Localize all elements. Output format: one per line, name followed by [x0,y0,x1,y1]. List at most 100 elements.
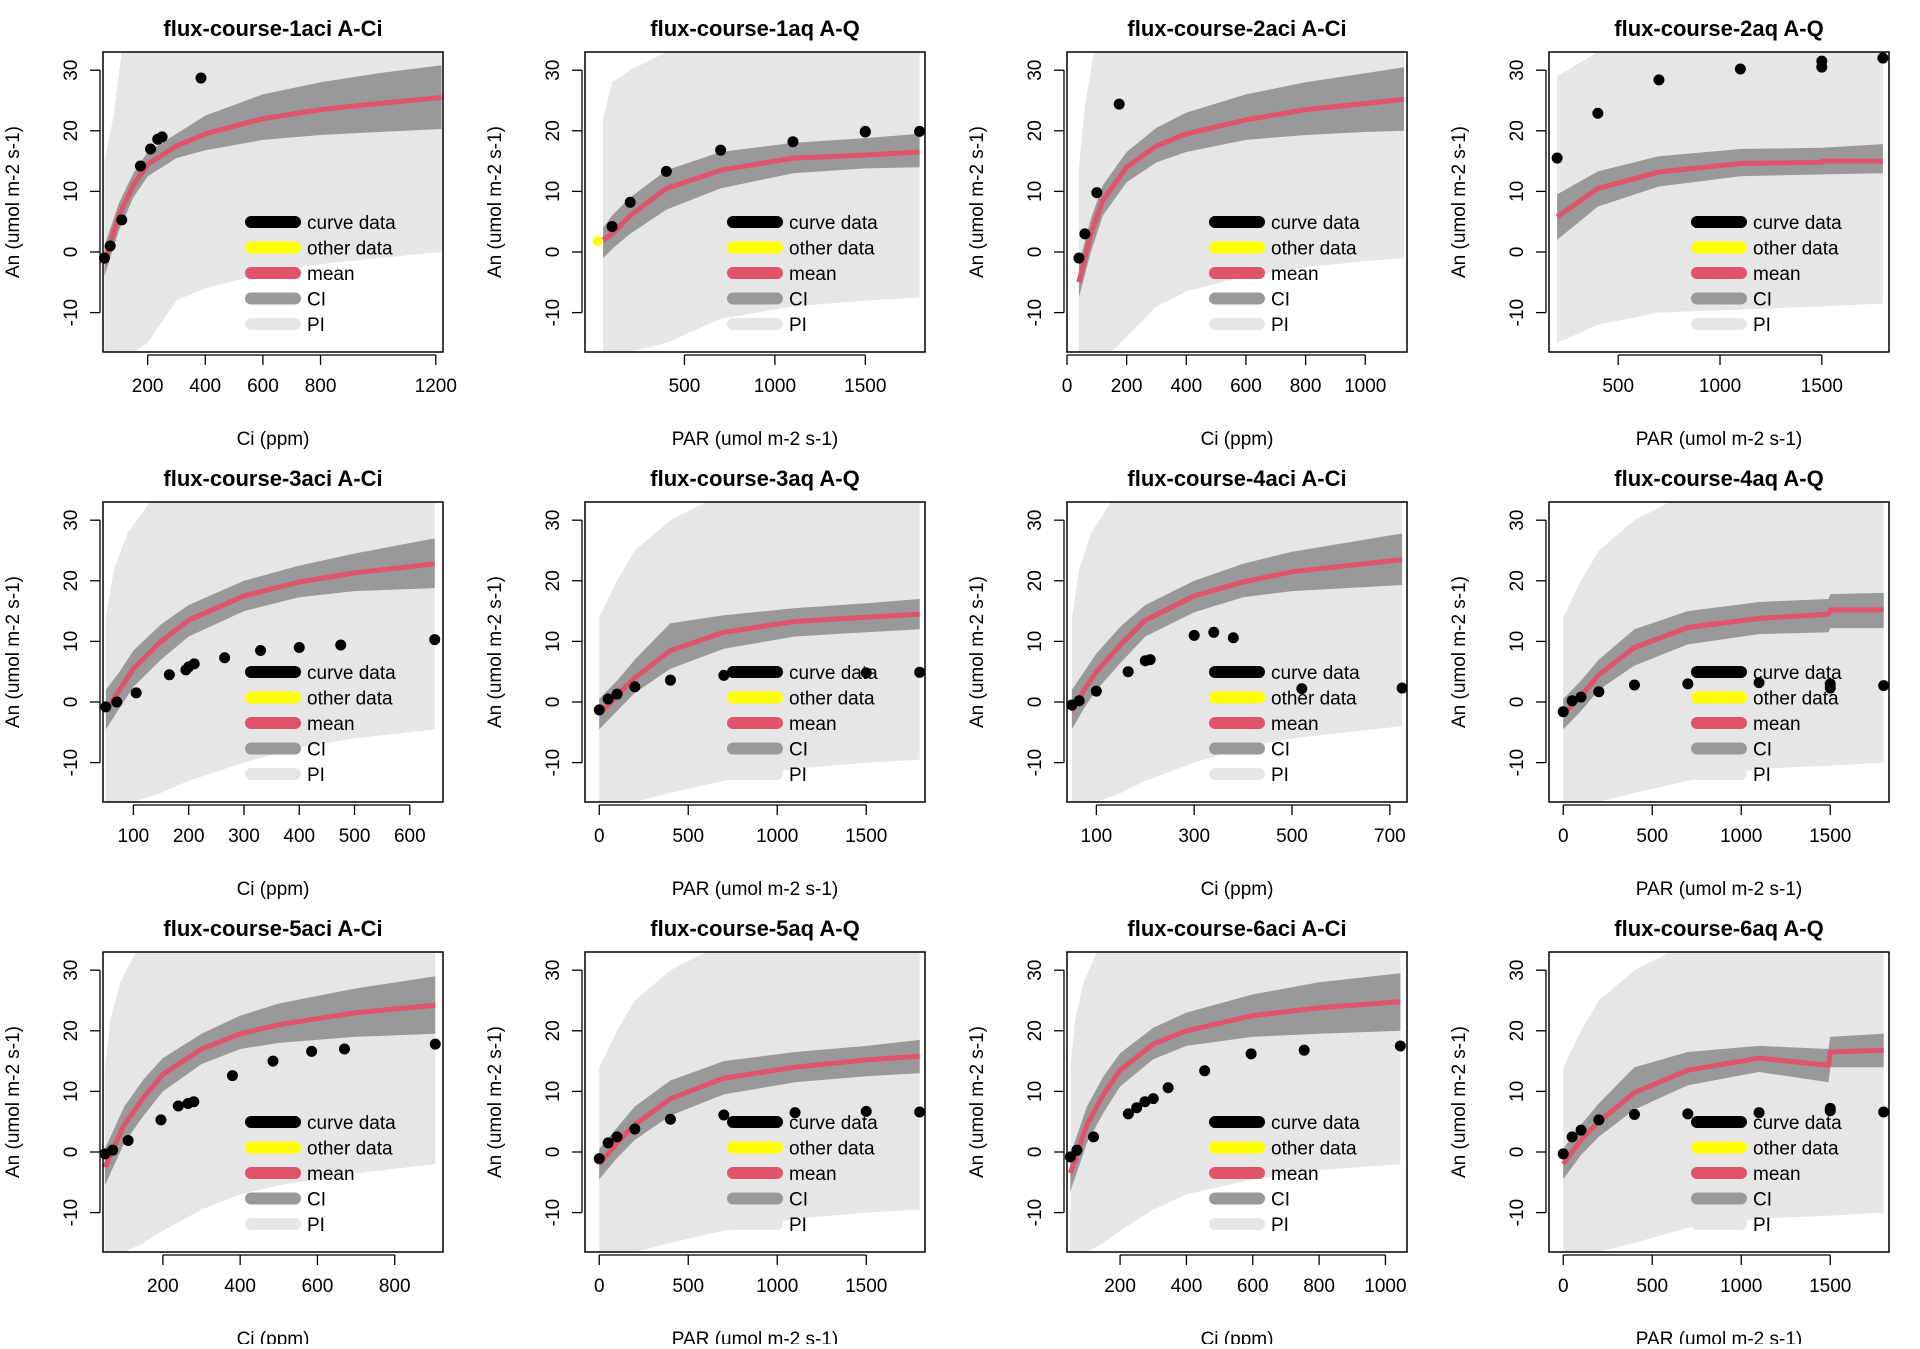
plot-area [597,952,920,1252]
curve-data-point [629,681,641,693]
curve-data-point [1753,677,1765,689]
y-axis: -10 0 10 20 30 [1507,960,1547,1226]
x-axis-label: Ci (ppm) [1201,879,1274,900]
y-tick-label: 10 [61,181,82,202]
legend-label: curve data [307,1113,396,1134]
y-tick-label: 20 [1025,570,1046,591]
x-tick-label: 800 [305,376,337,397]
legend-label: curve data [1271,213,1360,234]
curve-data-point [859,125,871,137]
y-axis-label: An (umol m-2 s-1) [3,126,24,278]
x-axis: 0 500 1000 1500 [1558,804,1851,847]
legend-label: curve data [789,1113,878,1134]
x-axis-label: Ci (ppm) [1201,429,1274,450]
panel: curve data other data mean CI PI 0 500 1000 1500… [1449,466,1890,900]
curve-data-point [1566,1131,1578,1143]
x-tick-label: 1500 [844,376,886,397]
y-tick-label: 20 [543,1020,564,1041]
chart-title: flux-course-1aci A-Ci [163,16,382,41]
x-tick-label: 500 [1276,826,1308,847]
legend-label: curve data [1271,1113,1360,1134]
curve-data-point [1593,686,1605,698]
curve-data-point [1753,1107,1765,1119]
legend-label: PI [1753,1215,1771,1236]
y-axis: -10 0 10 20 30 [1507,60,1547,326]
curve-data-point [1147,1093,1159,1105]
curve-data-point [593,704,605,716]
plot-frame [1066,501,1408,803]
x-tick-label: 1000 [1720,826,1762,847]
curve-data-point [156,131,168,143]
curve-data-point [1071,1144,1083,1156]
curve-data-point [1113,98,1125,110]
y-tick-label: 10 [1025,181,1046,202]
x-tick-label: 500 [1636,1276,1668,1297]
plot-frame [1066,51,1408,353]
curve-data-point [104,240,116,252]
chart-title: flux-course-4aci A-Ci [1127,466,1346,491]
curve-data-point [1199,1065,1211,1077]
prediction-interval-band [599,502,920,802]
y-axis-label: An (umol m-2 s-1) [967,576,988,728]
x-axis-label: PAR (umol m-2 s-1) [672,1329,838,1344]
curve-data-point [1139,1096,1151,1108]
mean-line [103,1002,436,1169]
y-tick-label: 0 [61,1147,82,1158]
curve-data-point [1628,679,1640,691]
legend-label: other data [307,239,393,260]
legend-label: curve data [1753,213,1842,234]
y-tick-label: 20 [1025,120,1046,141]
x-tick-label: 1000 [1720,1276,1762,1297]
x-tick-label: 1500 [1809,826,1851,847]
curve-data-point [715,144,727,156]
y-tick-label: -10 [543,749,564,776]
x-tick-label: 1500 [845,826,887,847]
legend-label: PI [789,315,807,336]
curve-data-point [1551,152,1563,164]
legend-label: other data [1271,239,1357,260]
x-tick-label: 1000 [1699,376,1741,397]
curve-data-point [130,687,142,699]
confidence-interval-band [599,599,920,730]
x-tick-label: 200 [173,826,205,847]
x-tick-label: 0 [1558,826,1569,847]
y-tick-label: 0 [543,697,564,708]
curve-data-point [1592,107,1604,119]
y-tick-label: 10 [1507,1081,1528,1102]
x-tick-label: 800 [379,1276,411,1297]
legend-label: mean [789,714,837,735]
curve-data-point [338,1043,350,1055]
legend-label: other data [789,689,875,710]
curve-data-point [255,644,267,656]
x-tick-label: 600 [302,1276,334,1297]
curve-data-point [188,1096,200,1108]
chart-title: flux-course-1aq A-Q [650,16,859,41]
plot-area [1069,502,1403,802]
y-tick-label: -10 [61,749,82,776]
x-axis: 500 1000 1500 [1602,354,1843,397]
legend-label: curve data [789,663,878,684]
y-tick-label: 10 [61,631,82,652]
plot-area [1076,52,1405,352]
x-tick-label: 1000 [1344,376,1386,397]
x-tick-label: 600 [1230,376,1262,397]
legend-label: curve data [1271,663,1360,684]
curve-data-point [1682,1108,1694,1120]
legend-label: CI [1271,1190,1290,1211]
x-tick-label: 200 [147,1276,179,1297]
curve-data-point [111,696,123,708]
mean-line [1561,1047,1884,1166]
legend-label: other data [1753,239,1839,260]
curve-data-point [429,634,441,646]
y-tick-label: 0 [543,1147,564,1158]
y-tick-label: 0 [1025,1147,1046,1158]
curve-data-point [1144,654,1156,666]
y-tick-label: 10 [61,1081,82,1102]
legend-label: CI [789,1190,808,1211]
panel: curve data other data mean CI PI 0 500 1000 1500… [1449,916,1890,1349]
legend-label: mean [1753,714,1801,735]
x-axis-label: PAR (umol m-2 s-1) [672,879,838,900]
x-axis: 100 300 500 700 [1081,804,1406,847]
confidence-interval-band [104,65,442,277]
